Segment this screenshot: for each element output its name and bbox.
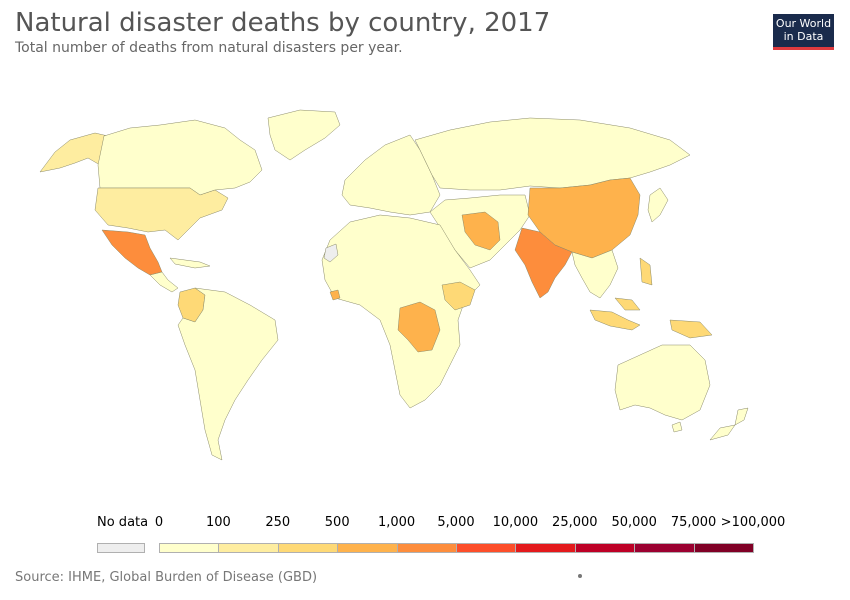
source-note: Source: IHME, Global Burden of Disease (…	[15, 570, 318, 585]
map-region-india[interactable]	[514, 227, 573, 299]
map-region-europe[interactable]	[341, 134, 441, 216]
legend-no-data-swatch[interactable]	[97, 543, 145, 553]
map-region-central-america[interactable]	[149, 257, 211, 293]
legend-swatch-7[interactable]	[574, 543, 636, 553]
logo-line-1: Our World	[775, 17, 832, 30]
legend-swatch-3[interactable]	[337, 543, 398, 553]
timeline-dot-icon[interactable]	[578, 574, 582, 578]
map-region-dr-congo[interactable]	[397, 301, 441, 353]
logo-line-2: in Data	[783, 30, 824, 43]
chart-title: Natural disaster deaths by country, 2017	[15, 8, 551, 38]
legend-swatch-9[interactable]	[693, 543, 754, 553]
world-map	[39, 109, 749, 461]
legend-label-6: 10,000	[492, 515, 539, 530]
legend-label-2: 250	[265, 515, 291, 530]
legend-label-8: 50,000	[611, 515, 657, 530]
chart-subtitle: Total number of deaths from natural disa…	[15, 40, 403, 56]
map-region-indonesia[interactable]	[589, 257, 713, 339]
map-region-alaska[interactable]	[39, 132, 109, 173]
map-region-western-sahara[interactable]	[323, 243, 339, 263]
map-region-greenland[interactable]	[267, 109, 341, 161]
map-region-mexico[interactable]	[101, 229, 163, 276]
map-region-ethiopia[interactable]	[441, 281, 476, 311]
legend-swatch-1[interactable]	[218, 543, 279, 553]
legend-swatch-6[interactable]	[515, 543, 576, 553]
legend-swatch-5[interactable]	[456, 543, 517, 553]
map-region-iran[interactable]	[461, 211, 501, 251]
legend-swatch-0[interactable]	[159, 543, 220, 553]
map-region-usa[interactable]	[94, 187, 229, 241]
map-region-new-zealand[interactable]	[709, 407, 749, 441]
map-region-sierra-leone[interactable]	[329, 289, 341, 301]
map-region-north-america[interactable]	[97, 119, 263, 196]
legend-label-4: 1,000	[377, 515, 416, 530]
map-region-russia[interactable]	[414, 117, 691, 191]
legend-label-last: >100,000	[720, 515, 786, 530]
legend-swatch-4[interactable]	[396, 543, 457, 553]
legend-label-3: 500	[324, 515, 350, 530]
legend-swatch-2[interactable]	[277, 543, 339, 553]
legend-label-0: 0	[154, 515, 164, 530]
legend-label-1: 100	[205, 515, 231, 530]
map-region-japan[interactable]	[647, 187, 669, 223]
owid-logo[interactable]: Our World in Data	[773, 14, 834, 50]
legend-swatch-8[interactable]	[634, 543, 695, 553]
legend-no-data-label: No data	[97, 515, 149, 530]
legend-label-9: 75,000	[670, 515, 717, 530]
map-region-southeast-asia[interactable]	[571, 249, 619, 299]
map-region-australia[interactable]	[614, 344, 711, 433]
legend-label-5: 5,000	[437, 515, 475, 530]
legend-label-7: 25,000	[552, 515, 598, 530]
map-region-south-america[interactable]	[177, 287, 279, 461]
